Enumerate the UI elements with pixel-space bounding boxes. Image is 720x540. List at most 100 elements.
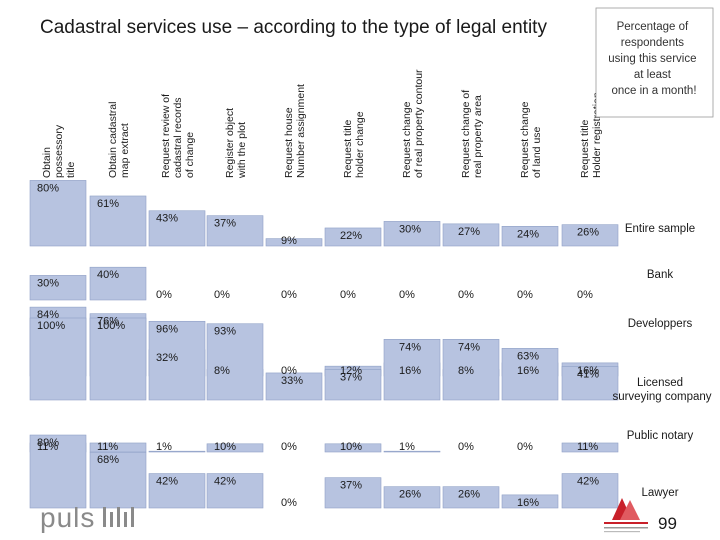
bar [442, 339, 500, 401]
data-label: 0% [517, 289, 533, 301]
data-label: 27% [458, 226, 480, 238]
logo-bars-icon [103, 507, 134, 527]
column-header: Obtain cadastralmap extract [107, 102, 131, 178]
row-label: Licensed surveying company [612, 377, 711, 403]
column-header: Request review ofcadastral recordsof cha… [160, 94, 196, 178]
data-label: 0% [517, 441, 533, 453]
column-header: Request changeof land use [519, 101, 543, 178]
data-label: 40% [97, 269, 119, 281]
data-label: 8% [458, 365, 474, 377]
bar [501, 494, 559, 509]
logo-text: puls [40, 502, 95, 533]
data-label: 16% [577, 365, 599, 377]
column-header-line: Obtain [41, 147, 53, 178]
row-label: Public notary [627, 430, 694, 442]
bar [89, 317, 147, 401]
column-header-line: Request title [579, 119, 591, 178]
column-header: Request houseNumber assignment [283, 84, 307, 178]
data-label: 93% [214, 326, 236, 338]
data-label: 30% [37, 277, 59, 289]
data-label: 68% [97, 454, 119, 466]
row-label: Developpers [628, 318, 693, 330]
data-label: 30% [399, 223, 421, 235]
bar [29, 180, 87, 247]
column-header-line: with the plot [236, 122, 248, 179]
data-label: 61% [97, 198, 119, 210]
column-header: Request titleholder change [342, 111, 366, 178]
data-label: 16% [517, 497, 539, 509]
row-label: Lawyer [641, 487, 678, 499]
bar [206, 323, 264, 401]
column-header-line: title [65, 162, 77, 179]
data-label: 26% [458, 489, 480, 501]
column-header-line: holder change [354, 111, 366, 178]
bar [383, 450, 441, 453]
bar [206, 215, 264, 247]
data-label: 96% [156, 323, 178, 335]
legend-note-line: respondents [621, 37, 685, 49]
column-header-line: real property area [472, 95, 484, 178]
data-label: 100% [37, 320, 65, 332]
row-label: Entire sample [625, 223, 695, 235]
bar [561, 224, 619, 247]
row-label: Bank [647, 269, 673, 281]
row-labels: Entire sample Bank Developpers Licensed surv… [612, 223, 711, 499]
bar [324, 443, 382, 453]
data-label: 100% [97, 320, 125, 332]
data-label: 63% [517, 350, 539, 362]
bar [29, 317, 87, 401]
legend-note-line: Percentage of [617, 21, 689, 33]
data-label: 22% [340, 230, 362, 242]
bar [148, 210, 206, 247]
bar [29, 434, 87, 509]
data-label: 0% [281, 365, 297, 377]
data-label: 16% [399, 365, 421, 377]
column-header-line: Request change of [460, 90, 472, 178]
bar [265, 238, 323, 247]
data-label: 37% [340, 480, 362, 492]
data-label: 89% [37, 437, 59, 449]
bar [324, 227, 382, 247]
data-label: 12% [340, 365, 362, 377]
legend-note-line: at least [634, 69, 672, 81]
bar [29, 275, 87, 301]
bar [442, 486, 500, 509]
data-label: 10% [214, 441, 236, 453]
column-header-line: Obtain cadastral [107, 102, 119, 178]
row-label-line: Public notary [627, 430, 694, 442]
data-label: 0% [399, 289, 415, 301]
bar [89, 195, 147, 247]
data-label: 11% [97, 441, 118, 453]
column-header-line: of land use [531, 126, 543, 178]
bar [383, 486, 441, 509]
row-label-line: Developpers [628, 318, 693, 330]
data-label: 11% [37, 441, 58, 453]
column-header: Request change ofreal property area [460, 90, 484, 178]
bar [324, 369, 382, 401]
bar [561, 442, 619, 453]
data-label: 33% [281, 375, 303, 387]
data-label: 0% [281, 441, 297, 453]
data-label: 0% [281, 497, 297, 509]
data-label: 0% [458, 289, 474, 301]
data-label: 37% [340, 372, 362, 384]
data-label: 74% [399, 341, 421, 353]
data-label: 10% [340, 441, 362, 453]
agency-emblem-icon [604, 498, 648, 533]
bar [383, 339, 441, 401]
data-label: 42% [156, 476, 178, 488]
data-label: 0% [156, 289, 172, 301]
data-label: 74% [458, 341, 480, 353]
row-label-line: Licensed [637, 377, 683, 389]
row-label-line: Lawyer [641, 487, 678, 499]
bar [265, 372, 323, 401]
data-label: 0% [214, 289, 230, 301]
column-header-line: of real property contour [413, 69, 425, 178]
bar [89, 266, 147, 301]
legend-note-line: using this service [608, 53, 696, 65]
column-header: Obtainpossessorytitle [41, 124, 77, 178]
data-label: 80% [37, 182, 59, 194]
column-header: Register objectwith the plot [224, 108, 248, 179]
bar [148, 473, 206, 509]
data-label: 9% [281, 235, 297, 247]
